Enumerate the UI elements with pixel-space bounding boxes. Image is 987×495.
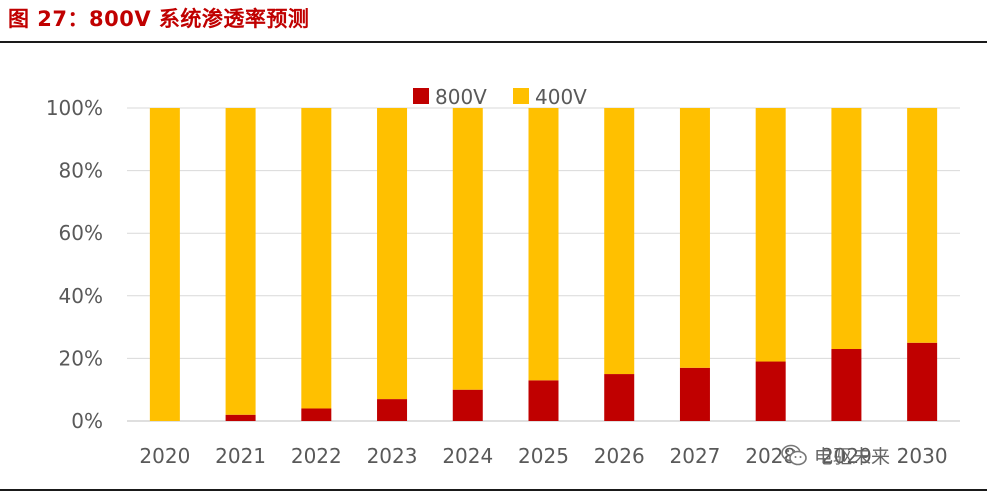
y-tick-label: 0% (71, 409, 103, 433)
top-rule (0, 41, 987, 43)
y-tick-label: 40% (59, 284, 103, 308)
bar-800v-2030 (907, 342, 938, 421)
bar-800v-2027 (679, 367, 710, 421)
bar-400v-2028 (755, 108, 786, 362)
bar-800v-2028 (755, 361, 786, 421)
x-tick-label: 2020 (139, 444, 190, 468)
x-tick-label: 2023 (367, 444, 418, 468)
bar-400v-2024 (452, 108, 483, 390)
bar-800v-2023 (377, 399, 408, 421)
bar-800v-2024 (452, 389, 483, 421)
bar-400v-2030 (907, 108, 938, 343)
bar-400v-2021 (225, 108, 256, 415)
legend-swatch-800v (413, 88, 429, 104)
x-tick-label: 2029 (821, 444, 872, 468)
bar-400v-2020 (149, 108, 180, 421)
legend-label-800v: 800V (435, 85, 487, 109)
bar-400v-2025 (528, 108, 559, 381)
bar-800v-2026 (604, 374, 635, 421)
bar-400v-2022 (301, 108, 332, 409)
x-tick-label: 2027 (670, 444, 721, 468)
y-tick-label: 20% (59, 346, 103, 370)
y-tick-label: 60% (59, 221, 103, 245)
figure-title: 图 27：800V 系统渗透率预测 (8, 7, 310, 31)
bar-800v-2021 (225, 414, 256, 421)
x-tick-labels: 2020 2021 2022 2023 2024 2025 2026 2027 2028 2029… (139, 444, 947, 468)
y-tick-label: 100% (46, 96, 103, 120)
bar-800v-2022 (301, 408, 332, 421)
bar-800v-2025 (528, 380, 559, 421)
x-tick-label: 2021 (215, 444, 266, 468)
legend-swatch-400v (513, 88, 529, 104)
x-tick-label: 2028 (745, 444, 796, 468)
bar-400v-2023 (377, 108, 408, 400)
bar-400v-2027 (679, 108, 710, 368)
y-tick-label: 80% (59, 159, 103, 183)
legend-label-400v: 400V (535, 85, 587, 109)
bar-800v-2029 (831, 349, 862, 421)
legend: 800V 400V (413, 85, 587, 109)
wechat-icon (781, 444, 807, 466)
x-tick-label: 2022 (291, 444, 342, 468)
watermark: 电驱未来 (780, 440, 890, 470)
x-tick-label: 2026 (594, 444, 645, 468)
bar-400v-2026 (604, 108, 635, 375)
x-tick-label: 2024 (442, 444, 493, 468)
bottom-rule (0, 489, 987, 491)
y-tick-labels: 0% 20% 40% 60% 80% 100% (46, 96, 103, 433)
bar-400v-2029 (831, 108, 862, 350)
watermark-text: 电驱未来 (814, 445, 891, 468)
x-tick-label: 2030 (897, 444, 948, 468)
x-tick-label: 2025 (518, 444, 569, 468)
bars (149, 108, 938, 421)
